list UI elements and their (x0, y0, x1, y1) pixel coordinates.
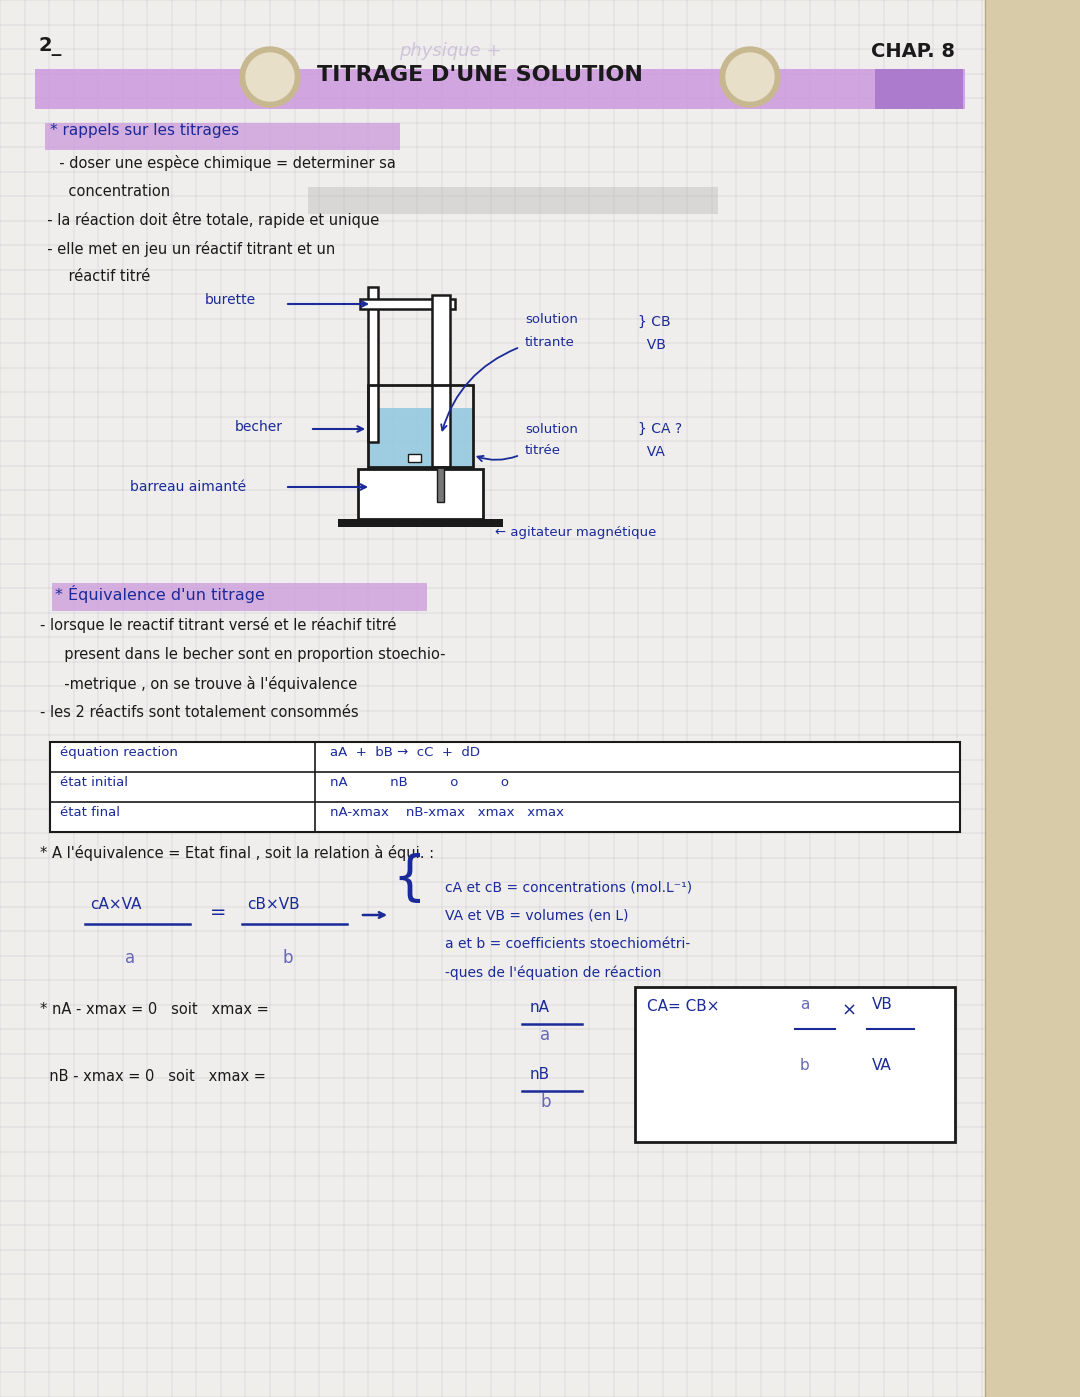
Bar (368, 408, 473, 467)
Bar (45, 123, 400, 149)
Circle shape (240, 47, 300, 108)
Text: a: a (800, 997, 809, 1011)
Text: solution: solution (525, 313, 578, 326)
Text: concentration: concentration (50, 183, 171, 198)
Text: CA= CB×: CA= CB× (647, 999, 719, 1014)
Bar (50, 742, 960, 833)
Bar (338, 520, 503, 527)
Text: * rappels sur les titrages: * rappels sur les titrages (50, 123, 239, 138)
Bar (408, 454, 421, 462)
Circle shape (246, 53, 294, 101)
Bar (437, 467, 444, 502)
Text: burette: burette (205, 293, 256, 307)
Text: nB: nB (530, 1067, 550, 1083)
Bar (368, 386, 473, 467)
Text: chimie: chimie (500, 73, 559, 89)
Text: a: a (540, 1025, 550, 1044)
Text: a: a (125, 949, 135, 967)
Bar (875, 68, 963, 109)
Text: cA et cB = concentrations (mol.L⁻¹): cA et cB = concentrations (mol.L⁻¹) (445, 880, 692, 894)
Bar (30, 10, 980, 1387)
Bar (35, 68, 966, 109)
Text: * nA - xmax = 0   soit   xmax =: * nA - xmax = 0 soit xmax = (40, 1002, 269, 1017)
Text: cB×VB: cB×VB (247, 897, 299, 912)
Bar (308, 187, 718, 214)
Text: 2_: 2_ (38, 36, 62, 56)
Bar (52, 583, 427, 610)
Text: titrée: titrée (525, 444, 561, 457)
Text: nA          nB          o          o: nA nB o o (330, 775, 509, 789)
Text: ← agitateur magnétique: ← agitateur magnétique (495, 525, 657, 538)
Bar (368, 286, 378, 441)
Text: nA: nA (530, 1000, 550, 1016)
Text: present dans le becher sont en proportion stoechio-: present dans le becher sont en proportio… (55, 647, 446, 662)
Circle shape (726, 53, 774, 101)
Text: VA: VA (638, 446, 665, 460)
Text: -ques de l'équation de réaction: -ques de l'équation de réaction (445, 965, 661, 981)
Text: } CB: } CB (638, 314, 671, 330)
Text: * Équivalence d'un titrage: * Équivalence d'un titrage (55, 585, 265, 604)
Text: * A l'équivalence = Etat final , soit la relation à équi. :: * A l'équivalence = Etat final , soit la… (40, 845, 434, 861)
Text: } CA ?: } CA ? (638, 422, 683, 436)
Text: physique +: physique + (399, 42, 501, 60)
Text: nA-xmax    nB-xmax   xmax   xmax: nA-xmax nB-xmax xmax xmax (330, 806, 564, 819)
Text: barreau aimanté: barreau aimanté (130, 481, 246, 495)
Text: CHAP. 8: CHAP. 8 (870, 42, 955, 61)
Text: - les 2 réactifs sont totalement consommés: - les 2 réactifs sont totalement consomm… (40, 705, 359, 719)
Text: b: b (540, 1092, 551, 1111)
Text: ×: × (842, 1002, 858, 1020)
Bar (985, 0, 1080, 1397)
Text: état final: état final (60, 806, 120, 819)
Text: b: b (800, 1058, 810, 1073)
Text: cA×VA: cA×VA (90, 897, 141, 912)
Text: VA et VB = volumes (en L): VA et VB = volumes (en L) (445, 908, 629, 922)
Text: VA: VA (872, 1058, 892, 1073)
Text: VB: VB (872, 997, 893, 1011)
Text: {: { (392, 854, 426, 905)
Bar (360, 299, 455, 309)
Text: titrante: titrante (525, 335, 575, 348)
Text: -metrique , on se trouve à l'équivalence: -metrique , on se trouve à l'équivalence (55, 676, 357, 692)
Text: réactif titré: réactif titré (50, 270, 150, 284)
Bar (357, 469, 483, 520)
Bar (635, 988, 955, 1141)
Text: équation reaction: équation reaction (60, 746, 178, 759)
Text: b: b (282, 949, 293, 967)
Text: solution: solution (525, 422, 578, 436)
Bar (432, 295, 450, 467)
Text: - elle met en jeu un réactif titrant et un: - elle met en jeu un réactif titrant et … (38, 240, 335, 257)
Text: - la réaction doit être totale, rapide et unique: - la réaction doit être totale, rapide e… (38, 212, 379, 228)
Text: - lorsque le reactif titrant versé et le réachif titré: - lorsque le reactif titrant versé et le… (40, 617, 396, 633)
Text: nB - xmax = 0   soit   xmax =: nB - xmax = 0 soit xmax = (40, 1069, 266, 1084)
Text: VB: VB (638, 338, 666, 352)
Text: aA  +  bB →  cC  +  dD: aA + bB → cC + dD (330, 746, 480, 759)
Text: - doser une espèce chimique = determiner sa: - doser une espèce chimique = determiner… (50, 155, 396, 170)
Text: becher: becher (235, 420, 283, 434)
Circle shape (720, 47, 780, 108)
Text: état initial: état initial (60, 775, 129, 789)
Text: TITRAGE D'UNE SOLUTION: TITRAGE D'UNE SOLUTION (318, 66, 643, 85)
Text: a et b = coefficients stoechiométri-: a et b = coefficients stoechiométri- (445, 937, 690, 951)
Text: =: = (210, 902, 227, 922)
